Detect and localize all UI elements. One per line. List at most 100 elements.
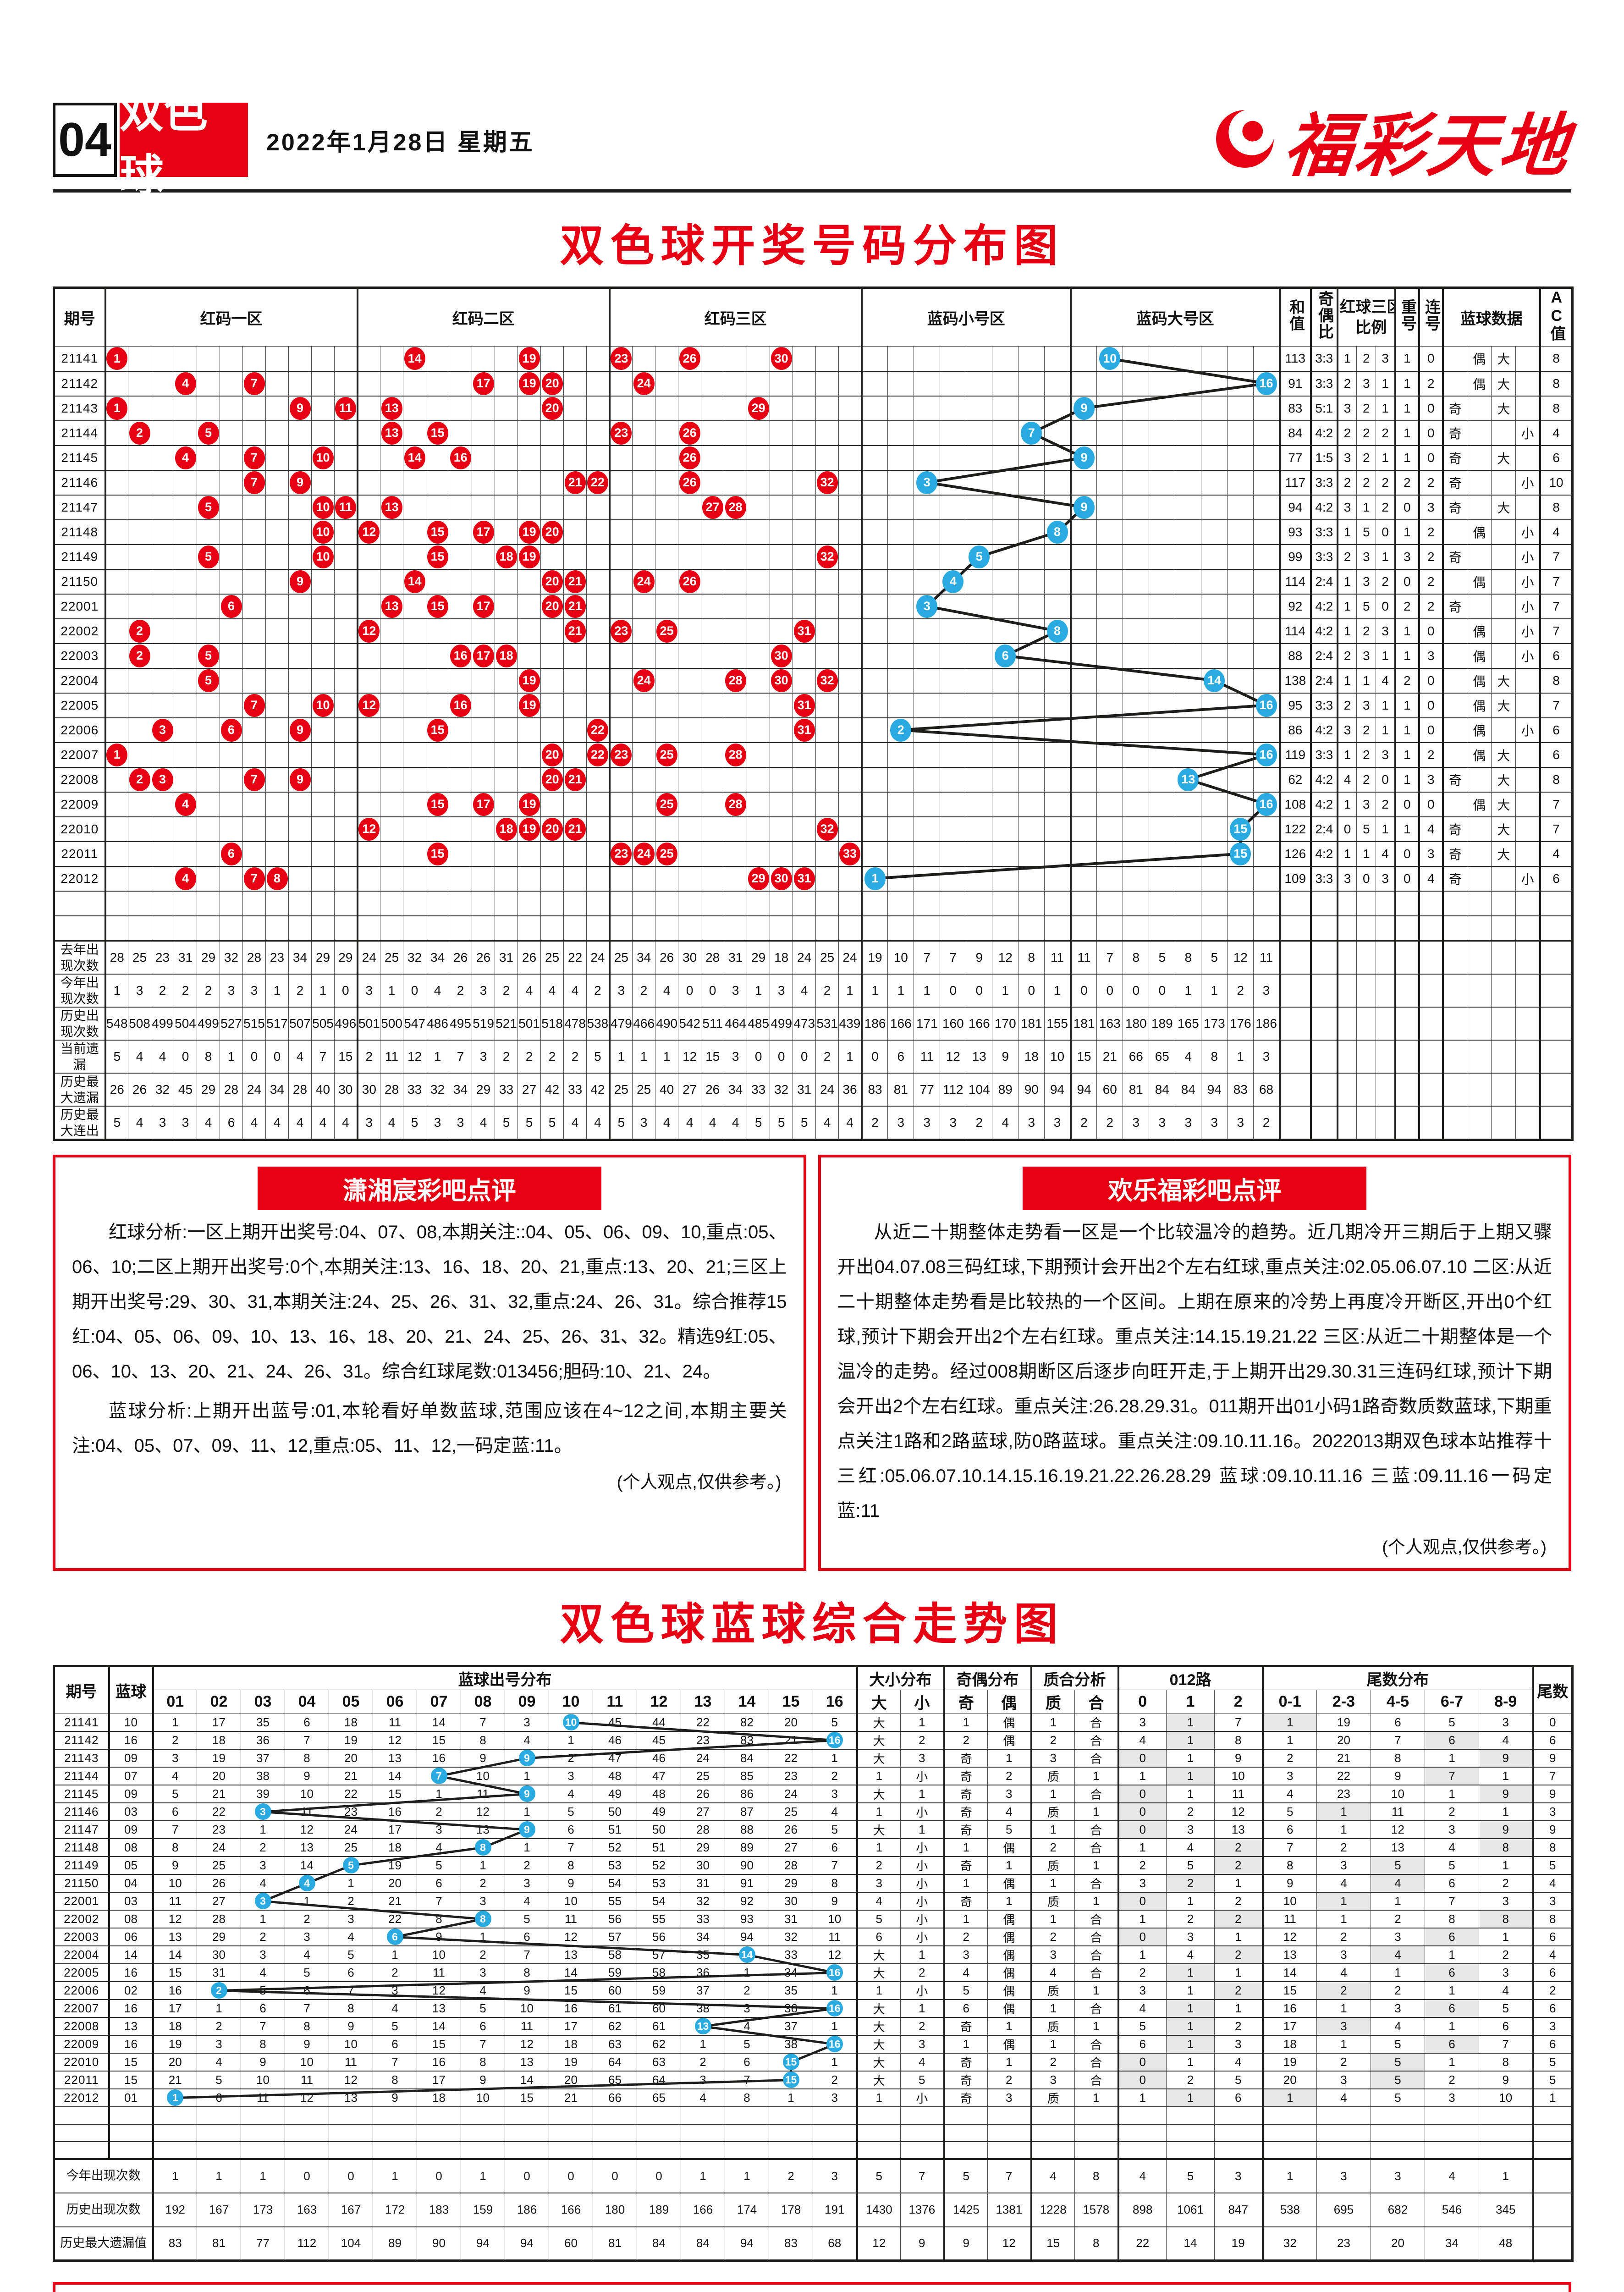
red-grid-cell [220, 519, 243, 545]
blue-grid-cell [1175, 643, 1202, 669]
red-stat-value: 25 [380, 939, 404, 975]
omission-cell: 24 [769, 1785, 813, 1803]
blue-grid-cell [1044, 371, 1071, 397]
stat-row: 今年出现次数 1 1 1 0 0 1 0 1 0 0 0 0 1 1 2 3 5 7 5 7 4 8 4 5 3 1 3 3 4 1 [54, 2158, 1573, 2193]
blue-grid-cell: 16 [1253, 371, 1280, 397]
red-grid-cell [747, 594, 771, 619]
blue-number-cell: 06 [108, 1928, 153, 1946]
tail-dist-cell: 9 [1479, 1749, 1533, 1768]
red-ball: 32 [816, 471, 838, 494]
blue-even-cell: 偶 [1467, 792, 1492, 817]
blue-ball: 6 [995, 644, 1016, 667]
stat-value: 0 [417, 2158, 461, 2193]
red-stat-value: 517 [265, 1007, 289, 1041]
period-cell: 22005 [54, 693, 105, 718]
omission-cell: 1 [681, 2035, 725, 2054]
prime-cell: 质 [1030, 2017, 1075, 2036]
period-row-21146: 21146 7 9 21 22 26 32 3 117 3:3 2 2 2 2 2 奇小 10 [54, 470, 1573, 496]
red-grid-cell [128, 594, 151, 619]
red-grid-cell [472, 544, 495, 570]
period-cell: 21146 [54, 470, 105, 496]
red-grid-cell: 15 [426, 717, 450, 743]
red-grid-cell: 21 [563, 618, 587, 644]
blue-grid-cell [1201, 742, 1228, 768]
blue-grid-cell [1044, 396, 1071, 421]
stat-cell [1336, 891, 1357, 916]
blue-grid-cell [1227, 618, 1254, 644]
omission-cell: 10 [241, 2071, 285, 2089]
blue-grid-cell [1253, 445, 1280, 471]
chart1-title: 双色球开奖号码分布图 [560, 221, 1064, 270]
blue-grid-cell [860, 495, 888, 520]
red-grid-cell [608, 544, 633, 570]
red-stat-value: 4 [265, 1106, 289, 1140]
blue-grid-cell: 16 [1253, 693, 1280, 718]
red-grid-cell [403, 866, 427, 892]
omission-cell: 6 [373, 2035, 417, 2054]
red-grid-cell [104, 594, 128, 619]
red-grid-cell [678, 495, 702, 520]
blue-grid-cell [1227, 519, 1254, 545]
red-grid-cell [678, 544, 702, 570]
red-grid-cell [495, 767, 518, 793]
omission-cell: 27 [197, 1892, 241, 1911]
grid-cell [637, 2106, 681, 2125]
red-grid-cell: 22 [586, 717, 610, 743]
consecutive-cell: 2 [1418, 371, 1443, 397]
red-ball: 17 [473, 595, 494, 618]
zone2-count: 5 [1356, 519, 1376, 545]
blue-odd-cell: 奇 [1442, 816, 1468, 842]
stat-value: 48 [1479, 2226, 1533, 2261]
size-small-cell: 1 [900, 1713, 944, 1732]
red-grid-cell [655, 519, 679, 545]
red-grid-cell [334, 841, 358, 867]
road-cell: 1 [1117, 1910, 1167, 1928]
red-grid-cell: 14 [403, 569, 427, 595]
period-row-21141: 21141 1 14 19 23 26 30 10 113 3:3 1 2 3 1 0 偶大 8 [54, 346, 1573, 372]
red-stat-value: 1 [632, 1040, 656, 1074]
red-stat-value: 3 [449, 1106, 473, 1140]
red-grid-cell [838, 767, 862, 793]
zone3-count: 2 [1376, 495, 1396, 520]
red-grid-cell: 2 [128, 618, 151, 644]
red-grid-cell [815, 346, 839, 372]
blue-stat-value: 94 [1069, 1073, 1097, 1107]
red-grid-cell: 28 [724, 495, 748, 520]
red-stat-value: 28 [380, 1073, 404, 1107]
period-cell: 22006 [54, 1981, 109, 2000]
zone1-count: 1 [1336, 618, 1357, 644]
omission-cell: 18 [197, 1731, 241, 1750]
blue-grid-cell [940, 767, 967, 793]
sum-cell: 114 [1278, 618, 1311, 644]
red-ball: 4 [175, 867, 196, 890]
red-grid-cell [174, 816, 197, 842]
composite-cell: 合 [1074, 1713, 1118, 1732]
stat-empty [1532, 2193, 1573, 2227]
omission-cell: 1 [152, 2088, 197, 2107]
red-ball: 23 [611, 347, 632, 370]
composite-cell: 合 [1074, 1731, 1118, 1750]
period-row-22007: 22007 16 17 1 6 7 8 4 13 5 10 16 61 60 38 3 36 16 大 1 6 偶 1 合 4 1… [54, 1999, 1573, 2018]
blue-grid-cell [914, 445, 941, 471]
red-grid-cell [724, 470, 748, 496]
tail-dist-cell: 1 [1316, 1910, 1371, 1928]
stat-cell [1491, 915, 1516, 941]
omission-cell: 18 [417, 2088, 461, 2107]
road-cell: 5 [1214, 2071, 1263, 2089]
omission-cell: 35 [241, 1713, 285, 1732]
period-cell: 21148 [54, 519, 105, 545]
blue-big-cell [1491, 519, 1516, 545]
blue-grid-cell [1149, 643, 1176, 669]
blue-stat-value: 7 [940, 939, 967, 975]
red-grid-cell [586, 346, 610, 372]
blue-grid-cell [887, 643, 914, 669]
red-stat-value: 5 [747, 1106, 771, 1140]
composite-cell: 合 [1074, 1963, 1118, 1982]
column-header: 奇 [943, 1689, 988, 1714]
omission-cell: 25 [197, 1856, 241, 1875]
red-grid-cell [495, 396, 518, 421]
blue-grid-cell [1201, 816, 1228, 842]
tail-cell: 6 [1532, 2035, 1573, 2054]
zone2-count: 2 [1356, 742, 1376, 768]
period-row-21144: 21144 07 4 20 38 9 21 14 7 10 1 3 48 47 25 85 23 2 1 小奇 2 质 1 1… [54, 1767, 1573, 1785]
